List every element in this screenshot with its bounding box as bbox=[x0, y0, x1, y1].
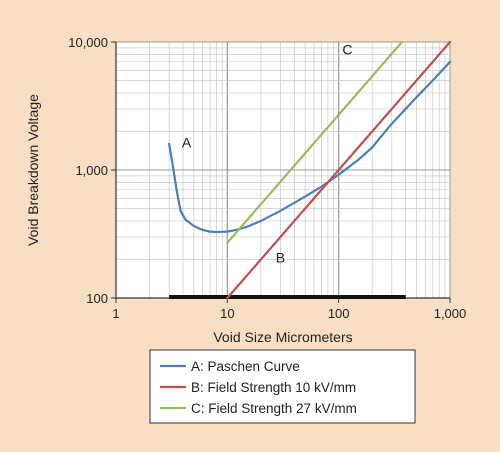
y-tick-label: 10,000 bbox=[68, 35, 108, 50]
axes bbox=[111, 41, 451, 303]
legend-box bbox=[149, 349, 416, 424]
series-line-b bbox=[226, 40, 452, 300]
series-tag-b: B bbox=[276, 249, 285, 265]
series-tag-a: A bbox=[182, 134, 192, 150]
tick-labels: 1 10 100 1,000 100 1,000 10,000 bbox=[68, 35, 466, 321]
y-tick-label: 100 bbox=[86, 291, 108, 306]
legend-item-a: A: Paschen Curve bbox=[191, 359, 300, 374]
x-tick-label: 1 bbox=[112, 306, 119, 321]
series-layer bbox=[168, 40, 452, 300]
x-tick-label: 1,000 bbox=[434, 306, 467, 321]
series-line-a bbox=[168, 60, 452, 234]
series-line-c bbox=[226, 40, 404, 244]
series-tag-c: C bbox=[342, 41, 352, 57]
series-tags: A B C bbox=[182, 41, 353, 265]
y-tick-label: 1,000 bbox=[75, 163, 108, 178]
grid bbox=[115, 41, 451, 299]
legend: A: Paschen Curve B: Field Strength 10 kV… bbox=[149, 349, 416, 424]
x-tick-label: 10 bbox=[220, 306, 234, 321]
x-axis-label: Void Size Micrometers bbox=[213, 329, 352, 345]
x-tick-label: 100 bbox=[328, 306, 350, 321]
legend-item-b: B: Field Strength 10 kV/mm bbox=[191, 380, 356, 395]
y-axis-label: Void Breakdown Voltage bbox=[25, 94, 41, 246]
legend-item-c: C: Field Strength 27 kV/mm bbox=[191, 401, 357, 416]
